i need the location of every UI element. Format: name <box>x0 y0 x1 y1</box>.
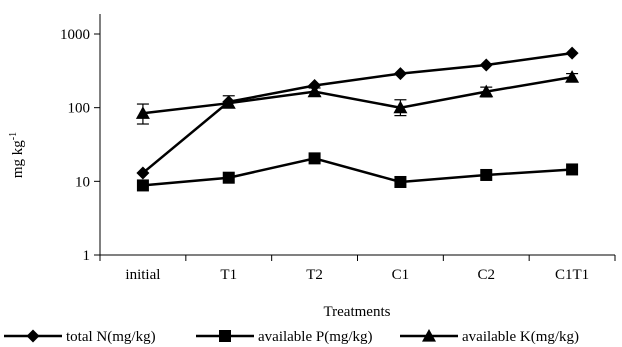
y-tick-label: 100 <box>68 101 91 117</box>
series-line <box>142 157 573 187</box>
x-tick-label: C2 <box>477 267 495 283</box>
y-axis-ticks: 1 10 100 1000 <box>60 27 100 264</box>
legend-marker-diamond <box>26 329 40 343</box>
series-layer <box>135 46 580 192</box>
legend-item: available P(mg/kg) <box>196 329 373 345</box>
series-triangle <box>135 70 580 125</box>
series-line <box>142 75 573 115</box>
data-point-triangle <box>221 96 236 109</box>
x-tick-label: T2 <box>306 267 323 283</box>
legend: total N(mg/kg) available P(mg/kg) availabl… <box>4 329 579 345</box>
x-axis-label: Treatments <box>324 304 391 320</box>
y-tick-label: 1 <box>83 248 91 264</box>
data-point-triangle <box>135 106 150 119</box>
data-point-diamond <box>565 46 579 60</box>
data-point-triangle <box>565 70 580 83</box>
x-axis-ticks: initial T1 T2 C1 C2 C1T1 <box>99 255 616 283</box>
x-tick-label: C1 <box>392 267 410 283</box>
legend-marker-triangle <box>422 329 436 342</box>
data-point-square <box>136 179 149 192</box>
data-point-triangle <box>479 84 494 98</box>
data-point-square <box>394 175 407 188</box>
data-point-triangle <box>393 100 408 114</box>
y-tick-label: 10 <box>75 174 90 190</box>
legend-marker-square <box>219 330 231 342</box>
x-tick-label: initial <box>125 267 160 283</box>
series-line <box>142 51 573 174</box>
data-point-triangle <box>307 84 322 98</box>
series-diamond <box>136 46 579 180</box>
legend-item: available K(mg/kg) <box>400 329 579 345</box>
data-point-square <box>308 152 321 165</box>
data-point-diamond <box>479 58 493 72</box>
y-axis-label: mg kg-1 <box>8 132 26 178</box>
legend-label: available P(mg/kg) <box>258 329 373 345</box>
x-tick-label: C1T1 <box>555 267 589 283</box>
data-point-diamond <box>136 166 150 180</box>
legend-item: total N(mg/kg) <box>4 329 156 345</box>
data-point-square <box>480 168 493 181</box>
axes <box>99 14 615 256</box>
legend-label: total N(mg/kg) <box>66 329 156 345</box>
series-square <box>136 152 579 192</box>
y-tick-label: 1000 <box>60 27 90 43</box>
legend-label: available K(mg/kg) <box>462 329 579 345</box>
data-point-square <box>222 171 235 184</box>
data-point-square <box>566 163 579 176</box>
data-point-diamond <box>393 67 407 81</box>
x-tick-label: T1 <box>220 267 237 283</box>
